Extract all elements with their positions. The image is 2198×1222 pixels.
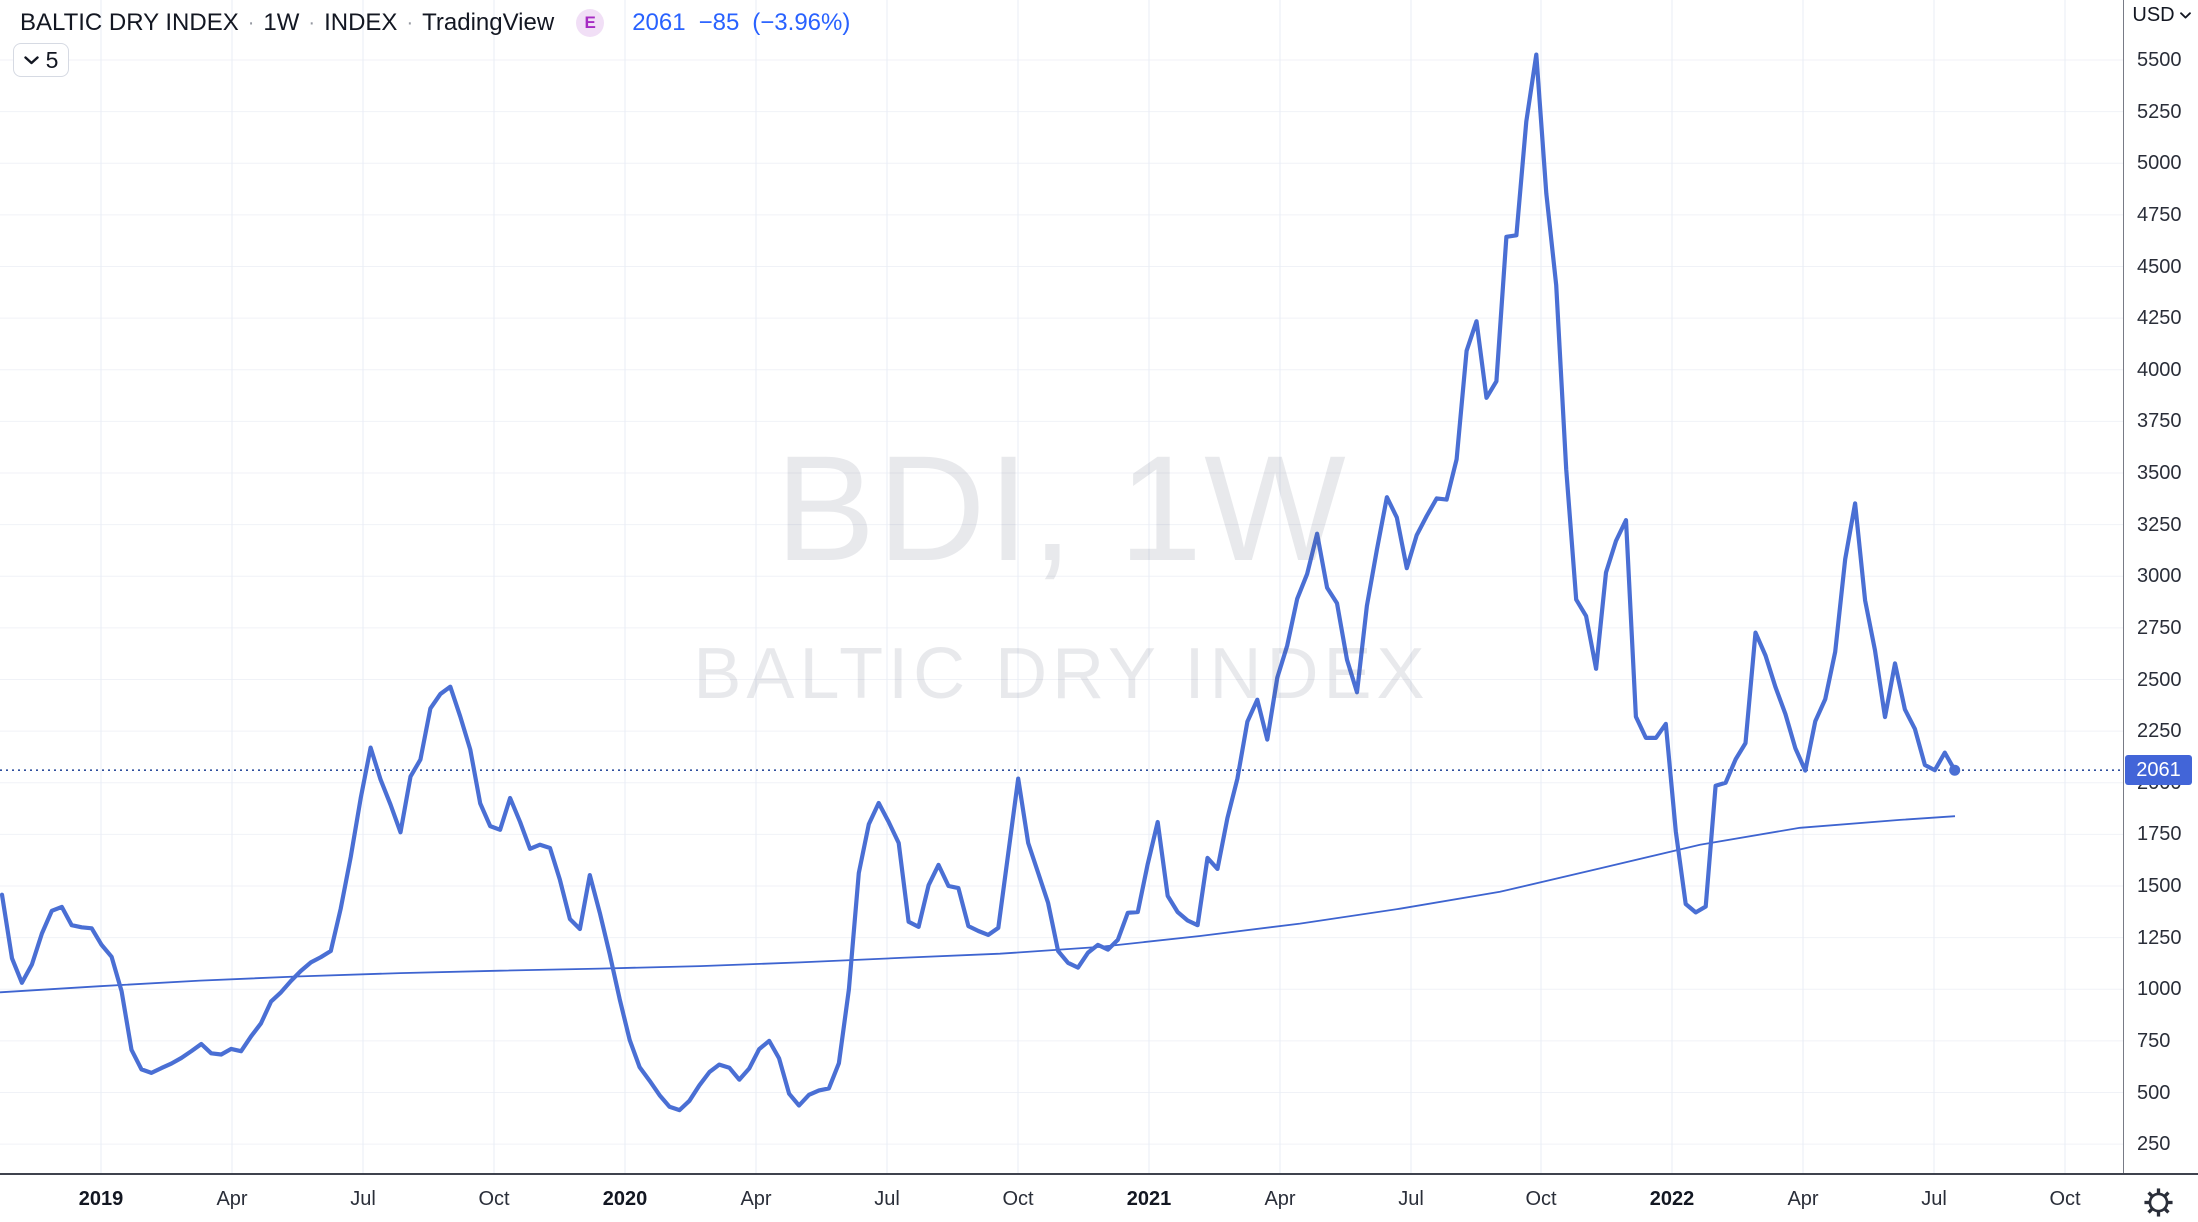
price-series-line[interactable]	[0, 52, 1957, 1113]
time-tick-label: Oct	[1002, 1188, 1034, 1210]
price-tick-label: 3750	[2137, 410, 2182, 433]
price-tick-label: 2500	[2137, 668, 2182, 691]
provider-label[interactable]: TradingView	[422, 9, 555, 36]
exchange-label[interactable]: INDEX	[324, 9, 398, 36]
time-tick-label: Jul	[1398, 1188, 1424, 1210]
time-tick-label: Apr	[1264, 1188, 1296, 1210]
price-tick-label: 3500	[2137, 462, 2182, 484]
bar-count-label: 5	[45, 46, 59, 73]
price-tick-label: 5250	[2137, 100, 2182, 123]
delayed-data-badge[interactable]: E	[576, 9, 605, 37]
time-tick-label: 2021	[1126, 1188, 1172, 1210]
price-tick-label: 5000	[2137, 152, 2182, 175]
currency-selector[interactable]: USD	[2124, 4, 2198, 27]
interval-label[interactable]: 1W	[263, 9, 300, 36]
time-tick-label: Jul	[874, 1188, 900, 1210]
gear-icon	[2143, 1187, 2173, 1217]
last-price-value: 2061	[632, 9, 686, 36]
last-price-tag: 2061	[2125, 755, 2192, 786]
time-tick-label: 2020	[602, 1188, 648, 1210]
price-change-value: −85	[698, 9, 740, 36]
time-tick-label: Oct	[478, 1188, 510, 1210]
time-axis[interactable]: 2019 Apr Jul Oct 2020 Apr Jul Oct 2021 Apr Jul Oct 2…	[0, 1173, 2198, 1222]
price-tick-label: 3000	[2137, 565, 2182, 588]
price-tick-label: 1750	[2137, 823, 2182, 846]
time-tick-label: 2019	[78, 1188, 124, 1210]
price-tick-label: 1250	[2137, 926, 2182, 949]
price-tick-label: 250	[2137, 1133, 2171, 1156]
last-price-dot	[1949, 764, 1961, 776]
legend-separator: ·	[406, 11, 414, 34]
price-tick-label: 4000	[2137, 358, 2182, 381]
bar-count-button[interactable]: 5	[13, 43, 69, 77]
price-tick-label: 750	[2137, 1029, 2171, 1052]
price-tick-label: 5500	[2137, 49, 2182, 71]
price-tick-label: 4250	[2137, 307, 2182, 330]
time-tick-label: Apr	[740, 1188, 772, 1210]
time-tick-label: Apr	[216, 1188, 248, 1210]
time-tick-label: Jul	[1921, 1188, 1947, 1210]
price-tick-label: 4500	[2137, 255, 2182, 278]
legend-separator: ·	[308, 11, 316, 34]
time-tick-label: 2022	[1649, 1188, 1695, 1210]
grid-lines	[0, 0, 2123, 1173]
time-tick-label: Apr	[1787, 1188, 1819, 1210]
time-tick-label: Oct	[1525, 1188, 1557, 1210]
chart-legend: BALTIC DRY INDEX · 1W · INDEX · TradingV…	[20, 6, 850, 40]
axis-settings-button[interactable]	[2140, 1184, 2176, 1220]
price-tick-label: 2750	[2137, 616, 2182, 639]
time-tick-label: Jul	[350, 1188, 376, 1210]
time-tick-label: Oct	[2049, 1188, 2081, 1210]
symbol-title[interactable]: BALTIC DRY INDEX	[20, 9, 239, 36]
moving-average-line	[0, 815, 1956, 994]
price-tick-label: 1500	[2137, 875, 2182, 897]
currency-label: USD	[2132, 4, 2175, 26]
price-tick-label: 500	[2137, 1081, 2171, 1104]
price-change-percent: (−3.96%)	[752, 9, 851, 36]
chart-svg	[0, 0, 2123, 1173]
legend-separator: ·	[247, 11, 255, 34]
price-tick-label: 1000	[2137, 978, 2182, 1001]
chevron-down-icon	[23, 55, 39, 64]
quote-values: 2061 −85 (−3.96%)	[632, 9, 850, 37]
price-tick-label: 3250	[2137, 513, 2182, 536]
price-tick-label: 2250	[2137, 720, 2182, 743]
price-axis[interactable]: USD 5500 5250 5000 4750 4500 4250 4000 3750 3500…	[2123, 0, 2198, 1173]
price-tick-label: 4750	[2137, 203, 2182, 226]
last-price-tag-value: 2061	[2136, 758, 2181, 781]
chevron-down-icon	[2179, 12, 2191, 19]
